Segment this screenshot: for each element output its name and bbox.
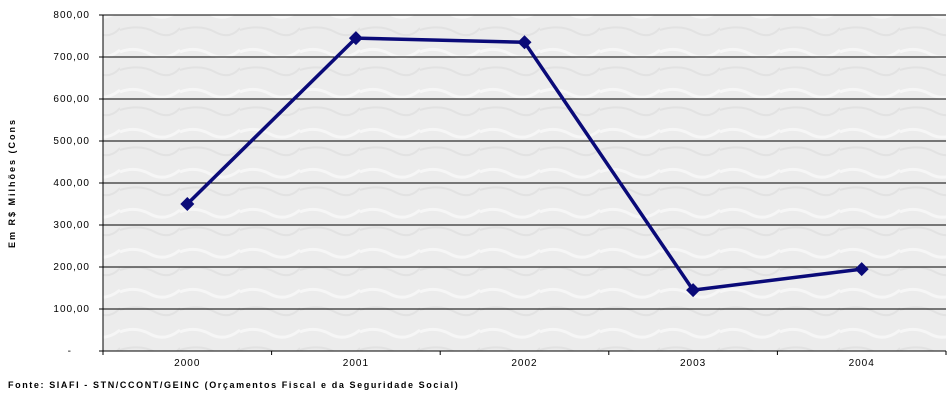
source-note: Fonte: SIAFI - STN/CCONT/GEINC (Orçament… [8, 380, 460, 390]
y-tick-label: 400,00 [53, 178, 90, 189]
data-point-marker [180, 197, 195, 211]
data-point-marker [686, 283, 701, 298]
y-tick-labels: - 100,00 200,00 300,00 400,00 500,00 600,00 700… [53, 10, 90, 357]
y-tick-label: 600,00 [53, 94, 90, 105]
data-point-marker [517, 35, 532, 50]
y-tick-label: 700,00 [53, 52, 90, 63]
y-tick-label: 100,00 [53, 304, 90, 315]
x-tick-label: 2004 [849, 358, 875, 369]
data-point-marker [854, 262, 869, 277]
gridlines [99, 14, 946, 352]
y-tick-label: 200,00 [53, 262, 90, 273]
y-tick-label: - [68, 346, 72, 357]
series-line [180, 31, 869, 298]
data-point-marker [348, 31, 363, 46]
x-tick-label: 2000 [174, 358, 200, 369]
y-tick-label: 800,00 [53, 10, 90, 21]
x-tick-label: 2001 [343, 358, 369, 369]
y-tick-label: 500,00 [53, 136, 90, 147]
x-tick-labels: 2000 2001 2002 2003 2004 [174, 358, 875, 369]
x-tick-label: 2002 [511, 358, 537, 369]
y-tick-label: 300,00 [53, 220, 90, 231]
x-tick-label: 2003 [680, 358, 706, 369]
y-axis-label: Em R$ Milhões (Cons [7, 118, 17, 248]
axes [102, 15, 947, 355]
